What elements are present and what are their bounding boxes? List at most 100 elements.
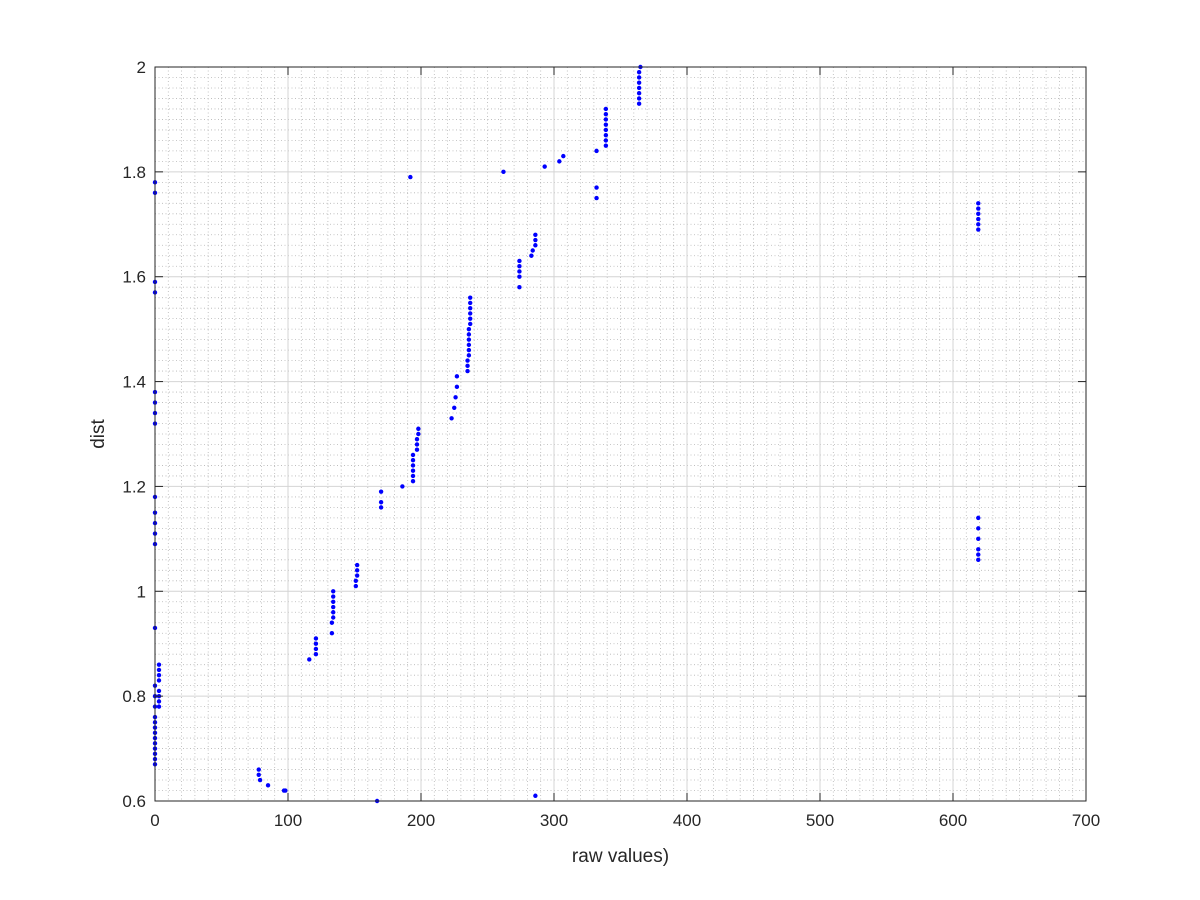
data-point	[468, 321, 473, 327]
data-point	[466, 326, 472, 332]
data-point	[517, 274, 522, 279]
data-point	[636, 75, 642, 80]
data-point	[331, 610, 336, 615]
data-points	[152, 64, 981, 804]
data-point	[466, 337, 472, 342]
plot-frame	[154, 66, 1087, 802]
y-tick-label: 1.6	[122, 268, 146, 287]
data-point	[594, 195, 599, 201]
data-point	[256, 772, 261, 777]
minor-grid	[155, 67, 1086, 801]
data-point	[378, 505, 384, 510]
data-point	[313, 636, 319, 641]
data-point	[466, 353, 472, 358]
data-point	[156, 704, 162, 709]
data-point	[331, 604, 336, 610]
data-point	[636, 70, 642, 75]
y-tick-label: 1.4	[122, 373, 146, 392]
data-point	[414, 442, 420, 447]
data-point	[517, 264, 522, 269]
y-tick-label: 1.2	[122, 477, 146, 496]
data-point	[603, 132, 609, 138]
data-point	[976, 206, 981, 211]
data-point	[449, 416, 454, 421]
y-tick-label: 2	[137, 58, 146, 77]
x-axis-label: raw values)	[572, 846, 669, 867]
data-point	[313, 641, 319, 646]
data-point	[465, 368, 470, 374]
data-point	[976, 557, 981, 563]
data-point	[594, 148, 599, 154]
data-point	[329, 631, 335, 636]
data-point	[410, 458, 416, 463]
data-point	[353, 578, 359, 583]
data-point	[976, 536, 981, 542]
y-axis-ticks: 0.6 0.8 1 1.2 1.4 1.6 1.8 2	[122, 58, 1086, 811]
data-point	[156, 672, 162, 678]
x-tick-label: 0	[150, 811, 159, 830]
data-point	[453, 395, 458, 400]
data-point	[466, 332, 472, 337]
data-point	[410, 468, 416, 473]
data-point	[976, 201, 981, 206]
data-point	[976, 222, 981, 227]
data-point	[378, 489, 384, 494]
data-point	[468, 300, 473, 306]
data-point	[331, 589, 336, 594]
data-point	[636, 80, 642, 85]
x-axis-ticks: 0 100 200 300 400 500 600 700	[150, 67, 1100, 830]
data-point	[353, 583, 359, 589]
data-point	[529, 253, 534, 258]
data-point	[533, 237, 538, 243]
data-point	[410, 463, 416, 468]
data-point	[256, 767, 261, 772]
data-point	[465, 363, 470, 369]
x-tick-label: 500	[806, 811, 834, 830]
data-point	[636, 101, 642, 106]
data-point	[603, 117, 609, 122]
data-point	[603, 111, 609, 117]
data-point	[557, 159, 562, 164]
data-point	[331, 615, 336, 620]
data-point	[400, 484, 405, 489]
y-tick-label: 1.8	[122, 163, 146, 182]
data-point	[466, 342, 472, 348]
data-point	[156, 662, 162, 667]
data-point	[603, 106, 609, 112]
data-point	[468, 316, 473, 321]
x-tick-label: 400	[673, 811, 701, 830]
data-point	[416, 431, 421, 437]
data-point	[533, 793, 538, 798]
data-point	[976, 526, 981, 531]
data-point	[466, 347, 472, 353]
y-tick-label: 1	[137, 582, 146, 601]
data-point	[408, 174, 413, 180]
x-tick-label: 100	[274, 811, 302, 830]
data-point	[603, 143, 609, 148]
data-point	[976, 216, 981, 222]
x-tick-label: 600	[939, 811, 967, 830]
data-point	[542, 164, 547, 169]
data-point	[636, 91, 642, 96]
data-point	[410, 478, 416, 484]
data-point	[331, 594, 336, 599]
data-point	[468, 305, 473, 311]
data-point	[533, 243, 538, 248]
data-point	[156, 699, 162, 704]
data-point	[976, 227, 981, 232]
data-point	[452, 405, 457, 410]
data-point	[501, 169, 506, 175]
data-point	[416, 426, 421, 431]
data-point	[533, 232, 538, 237]
data-point	[257, 777, 263, 783]
data-point	[603, 122, 609, 127]
data-point	[454, 384, 460, 390]
data-point	[976, 515, 981, 521]
data-point	[468, 311, 473, 316]
data-point	[561, 153, 566, 159]
data-point	[156, 678, 162, 683]
x-tick-label: 300	[540, 811, 568, 830]
data-point	[636, 85, 642, 91]
data-point	[517, 285, 522, 290]
data-point	[265, 783, 271, 788]
